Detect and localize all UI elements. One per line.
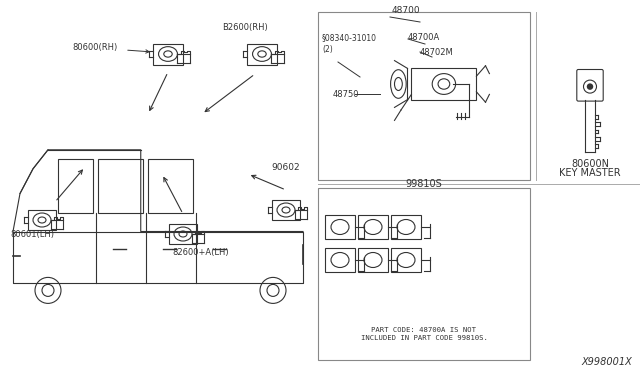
- Bar: [318, 12, 530, 180]
- Text: 48702M: 48702M: [420, 48, 454, 57]
- Text: KEY MASTER: KEY MASTER: [559, 168, 621, 178]
- Bar: [169, 224, 197, 244]
- Bar: [272, 200, 300, 220]
- Bar: [391, 215, 421, 239]
- Text: 99810S: 99810S: [406, 179, 442, 189]
- Text: 82600+A(LH): 82600+A(LH): [172, 247, 228, 257]
- Bar: [325, 215, 355, 239]
- Text: X998001X: X998001X: [581, 357, 632, 367]
- Bar: [98, 159, 143, 212]
- Text: 80600(RH): 80600(RH): [72, 42, 117, 51]
- Bar: [318, 188, 530, 360]
- Bar: [358, 248, 388, 272]
- Bar: [325, 248, 355, 272]
- Text: §08340-31010
(2): §08340-31010 (2): [322, 33, 377, 54]
- Bar: [358, 215, 388, 239]
- Bar: [148, 159, 193, 212]
- Text: 48700A: 48700A: [408, 32, 440, 42]
- Text: 48700: 48700: [392, 6, 420, 15]
- Bar: [28, 210, 56, 230]
- Bar: [154, 44, 182, 64]
- Text: 90602: 90602: [272, 163, 300, 172]
- Text: 80600N: 80600N: [571, 159, 609, 169]
- Text: 48750: 48750: [333, 90, 360, 99]
- Bar: [247, 44, 276, 64]
- Bar: [58, 159, 93, 212]
- Text: 80601(LH): 80601(LH): [10, 230, 54, 238]
- Bar: [391, 248, 421, 272]
- Circle shape: [587, 83, 593, 90]
- Text: B2600(RH): B2600(RH): [222, 23, 268, 32]
- Text: PART CODE: 48700A IS NOT
INCLUDED IN PART CODE 99810S.: PART CODE: 48700A IS NOT INCLUDED IN PAR…: [360, 327, 488, 341]
- Bar: [412, 68, 476, 100]
